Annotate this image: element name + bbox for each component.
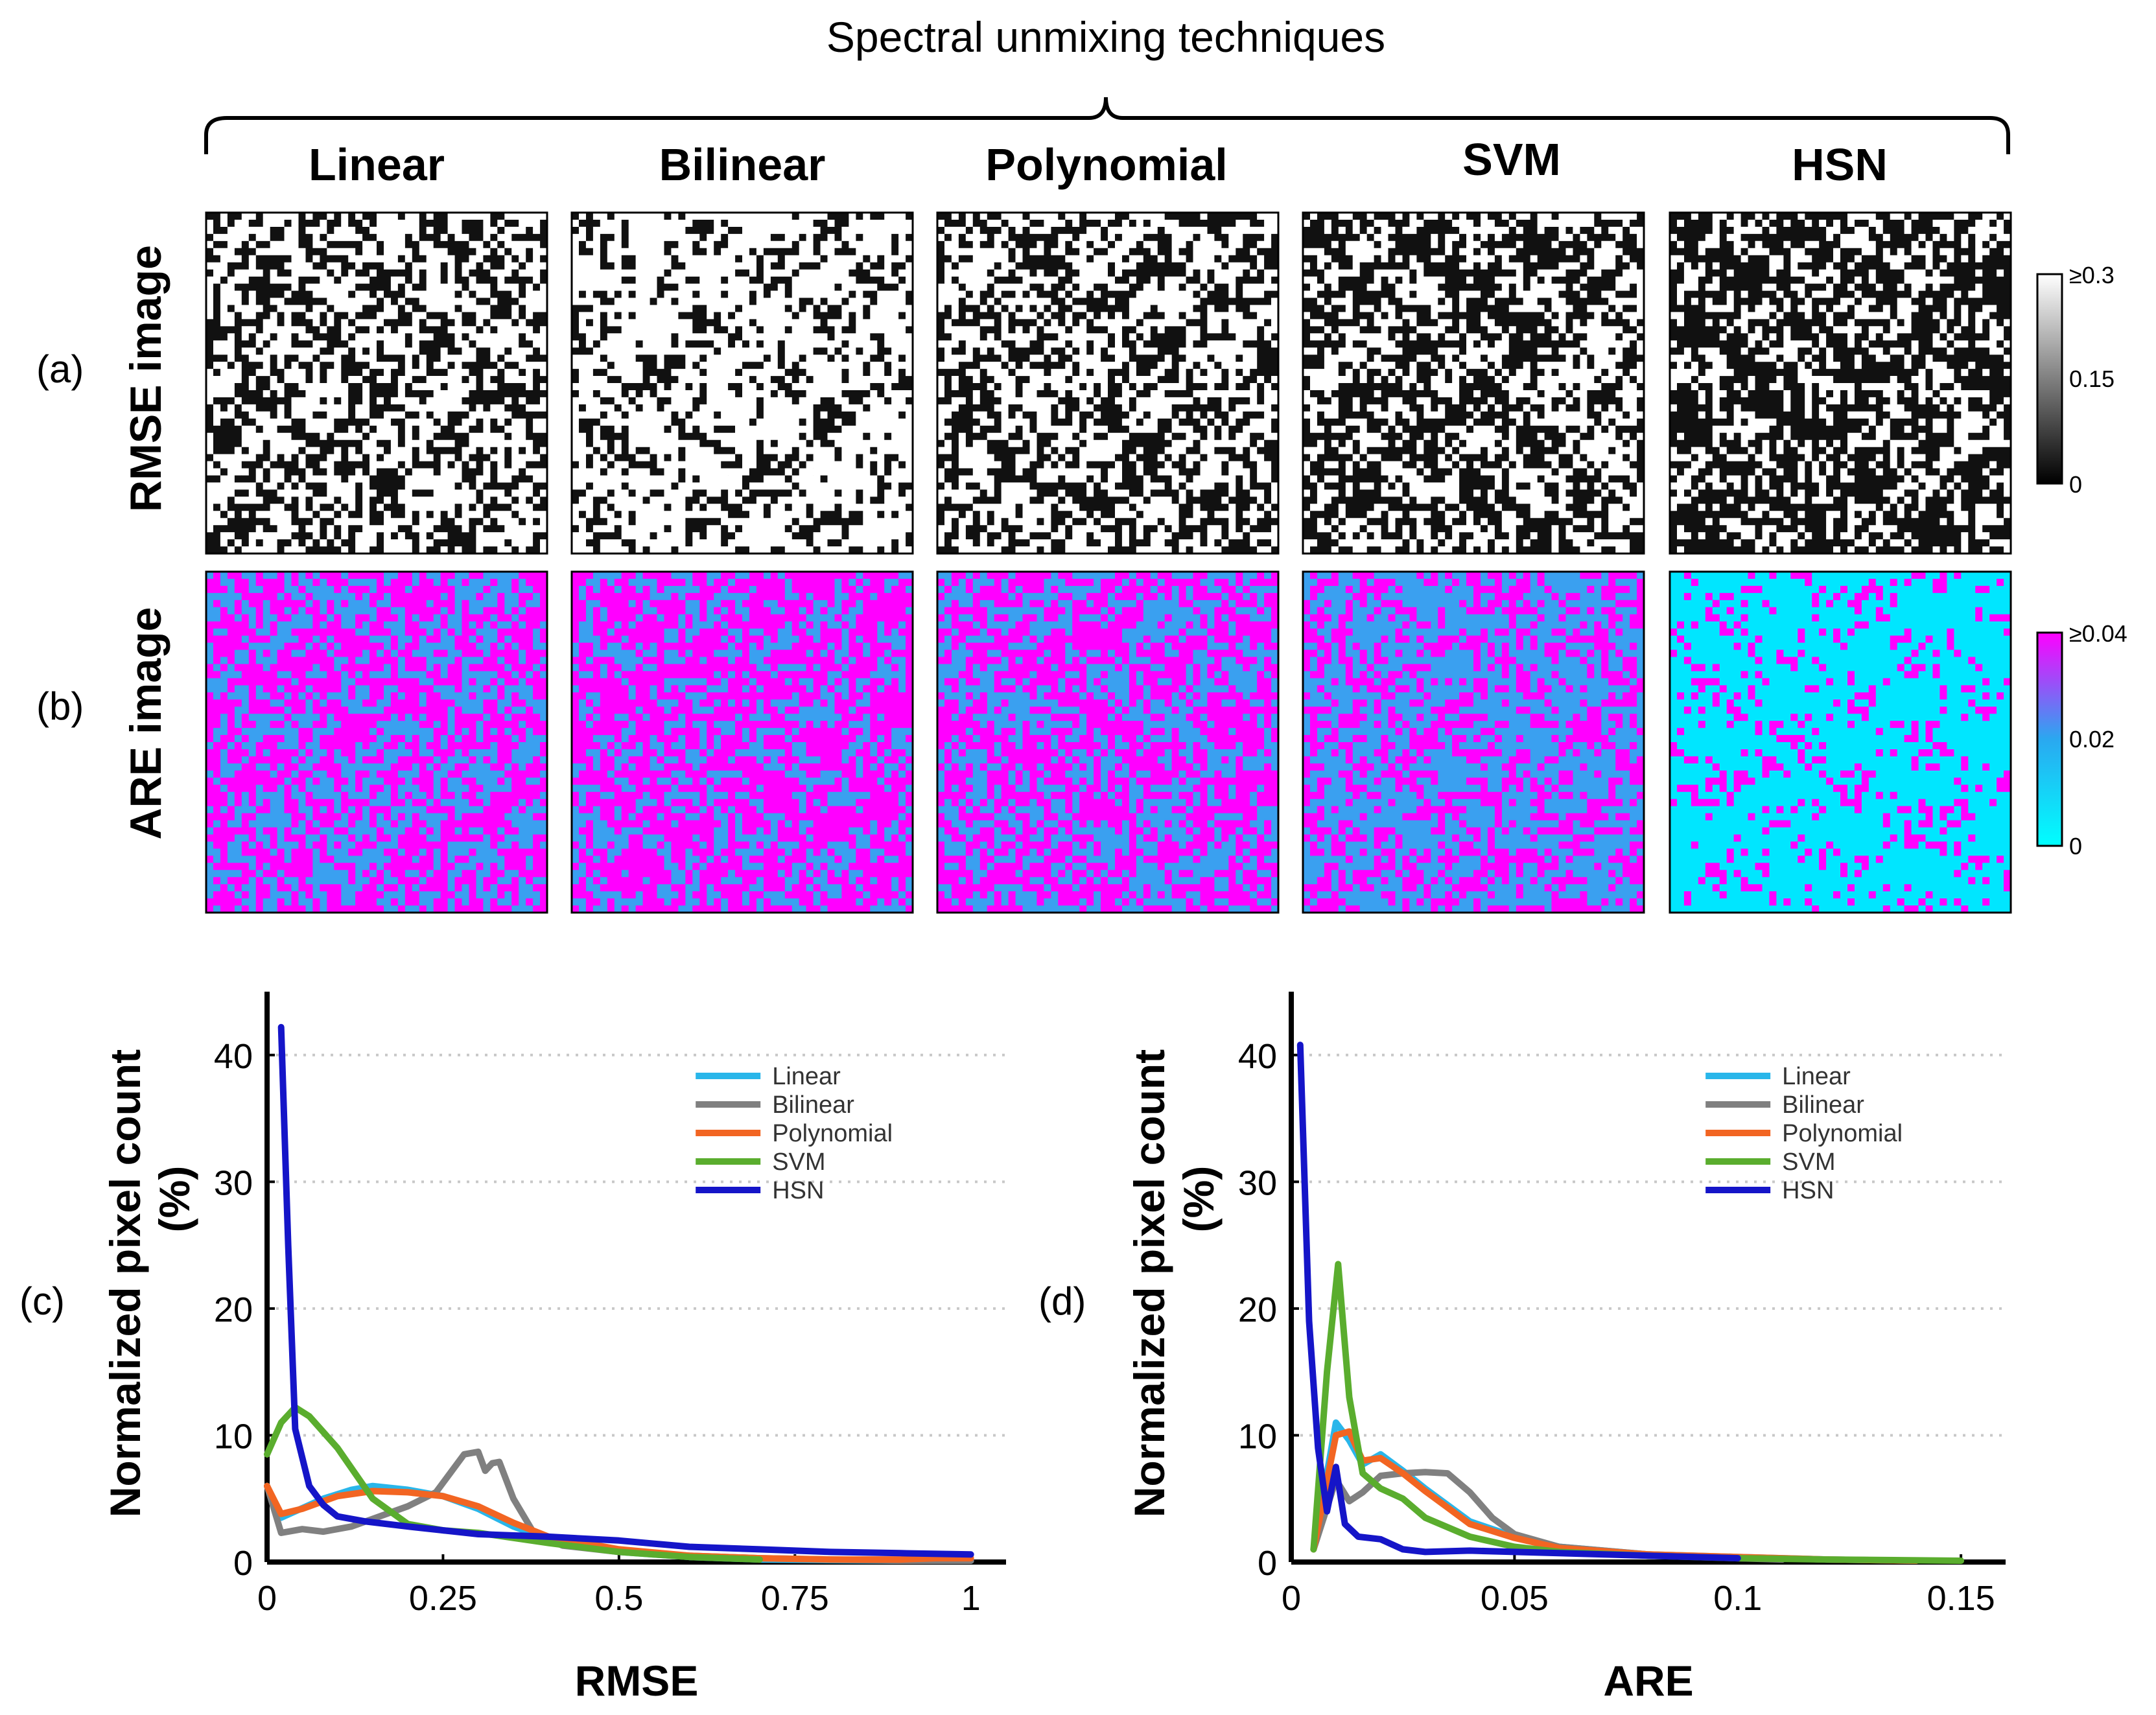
- colorbar-rmse-tick-max: ≥0.3: [2069, 262, 2115, 288]
- x-tick-label: 0.05: [1481, 1579, 1549, 1618]
- row-tag-b: (b): [36, 684, 84, 728]
- y-axis-label: Normalized pixel count: [1125, 1049, 1173, 1517]
- chart-rmse-histogram: 0 10 20 30 40 0 0.25 0.5 0.75 1 RMSE Normalized pix…: [101, 992, 1006, 1705]
- x-tick-label: 0: [1282, 1579, 1301, 1618]
- legend-label-hsn: HSN: [1782, 1177, 1834, 1204]
- x-tick-label: 1: [961, 1579, 981, 1618]
- series-line-hsn-c: [277, 1023, 974, 1558]
- y-axis-unit: (%): [1175, 1166, 1223, 1233]
- rmse-map-svm: [1302, 211, 1645, 555]
- colorbar-are-tick-mid: 0.02: [2069, 726, 2115, 752]
- legend-label-linear: Linear: [772, 1063, 841, 1090]
- x-tick-label: 0.5: [594, 1579, 643, 1618]
- panel-tag-d: (d): [1038, 1279, 1086, 1323]
- y-tick-label: 40: [1238, 1037, 1277, 1076]
- chart-are-histogram: 0 10 20 30 40 0 0.05 0.1 0.15 ARE Normalized pixel…: [1125, 992, 2006, 1705]
- legend-label-svm: SVM: [1782, 1149, 1835, 1176]
- method-label-hsn: HSN: [1792, 139, 1888, 190]
- rmse-map-hsn: [1669, 211, 2012, 555]
- legend-label-linear: Linear: [1782, 1063, 1851, 1090]
- x-tick-label: 0.25: [409, 1579, 477, 1618]
- y-tick-label: 40: [214, 1037, 253, 1076]
- series-line-hsn-d: [1296, 1042, 1741, 1562]
- y-tick-label: 30: [1238, 1163, 1277, 1202]
- legend-label-polynomial: Polynomial: [772, 1120, 893, 1147]
- y-tick-label: 0: [1258, 1544, 1277, 1583]
- y-axis-label: Normalized pixel count: [101, 1049, 149, 1517]
- y-tick-label: 10: [214, 1417, 253, 1456]
- y-tick-label: 10: [1238, 1417, 1277, 1456]
- colorbar-are-tick-max: ≥0.04: [2069, 620, 2127, 647]
- x-axis-label: RMSE: [575, 1657, 699, 1705]
- legend-label-svm: SVM: [772, 1149, 825, 1176]
- legend-label-hsn: HSN: [772, 1177, 824, 1204]
- are-map-hsn: [1669, 570, 2012, 914]
- y-tick-label: 20: [1238, 1290, 1277, 1329]
- legend-label-polynomial: Polynomial: [1782, 1120, 1903, 1147]
- series-line-bilinear-c: [264, 1448, 974, 1564]
- row-label-rmse: RMSE image: [121, 245, 170, 512]
- y-tick-label: 30: [214, 1163, 253, 1202]
- method-label-linear: Linear: [309, 139, 445, 190]
- colorbar-rmse: [2036, 273, 2063, 485]
- method-label-bilinear: Bilinear: [659, 139, 826, 190]
- method-label-svm: SVM: [1462, 134, 1561, 185]
- are-map-svm: [1302, 570, 1645, 914]
- colorbar-are: [2036, 631, 2063, 847]
- figure-title: Spectral unmixing techniques: [826, 13, 1385, 61]
- colorbar-are-tick-min: 0: [2069, 833, 2082, 859]
- rmse-map-polynomial: [936, 211, 1280, 555]
- x-tick-label: 0.15: [1927, 1579, 1995, 1618]
- method-label-polynomial: Polynomial: [985, 139, 1227, 190]
- series-line-polynomial-c: [264, 1482, 974, 1563]
- rmse-map-bilinear: [570, 211, 914, 555]
- legend-label-bilinear: Bilinear: [772, 1091, 854, 1119]
- colorbar-rmse-tick-mid: 0.15: [2069, 366, 2115, 392]
- y-tick-label: 20: [214, 1290, 253, 1329]
- colorbar-rmse-tick-min: 0: [2069, 471, 2082, 498]
- are-map-linear: [205, 570, 548, 914]
- rmse-map-linear: [205, 211, 548, 555]
- x-tick-label: 0: [257, 1579, 277, 1618]
- unmixing-maps: [205, 211, 2012, 914]
- series-line-linear-d: [1310, 1419, 1920, 1564]
- are-map-bilinear: [570, 570, 914, 914]
- x-tick-label: 0.75: [761, 1579, 829, 1618]
- row-label-are: ARE image: [121, 607, 170, 840]
- methods-brace: [204, 97, 2010, 154]
- panel-tag-c: (c): [19, 1279, 65, 1323]
- x-tick-label: 0.1: [1713, 1579, 1762, 1618]
- y-axis-unit: (%): [150, 1166, 198, 1233]
- x-axis-label: ARE: [1603, 1657, 1693, 1705]
- are-map-polynomial: [936, 570, 1280, 914]
- legend-label-bilinear: Bilinear: [1782, 1091, 1864, 1119]
- row-tag-a: (a): [36, 347, 84, 391]
- y-tick-label: 0: [233, 1544, 253, 1583]
